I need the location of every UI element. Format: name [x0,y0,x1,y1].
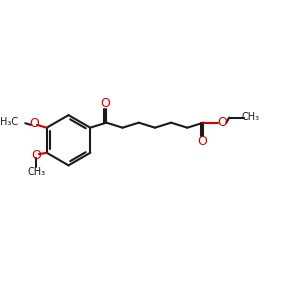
Text: CH₃: CH₃ [27,167,45,177]
Text: O: O [29,117,39,130]
Text: CH₃: CH₃ [241,112,260,122]
Text: H₃C: H₃C [0,116,19,127]
Text: O: O [218,116,227,129]
Text: O: O [31,149,41,162]
Text: O: O [197,135,207,148]
Text: O: O [100,97,110,110]
